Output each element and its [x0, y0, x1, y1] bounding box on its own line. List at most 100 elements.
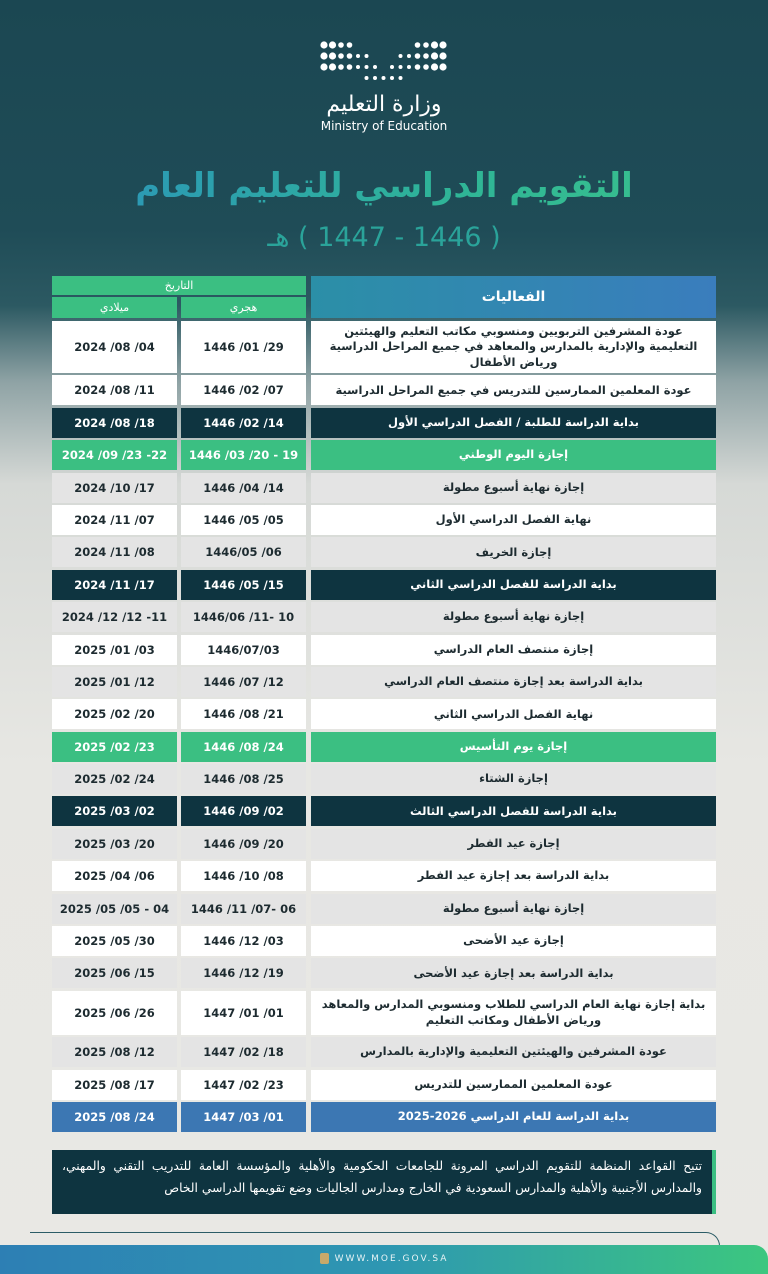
hijri-header: هجري	[181, 297, 306, 318]
event-name: نهاية الفصل الدراسي الثاني	[311, 699, 716, 730]
table-row: 2025 /08 /17 1447 /02 /23 عودة المعلمين …	[52, 1069, 716, 1100]
hijri-date: 1446 /02 /07	[181, 375, 306, 406]
event-name: إجازة نهاية أسبوع مطولة	[311, 602, 716, 633]
gregorian-date: 2024 /09 /23 -22	[52, 440, 177, 471]
gregorian-date: 2025 /05 /05 - 04	[52, 893, 177, 924]
globe-icon	[319, 1253, 329, 1264]
logo-dot	[346, 42, 353, 48]
logo-dot	[346, 64, 353, 70]
logo-dot	[398, 65, 403, 69]
hijri-date: 1446 /07 /12	[181, 666, 306, 697]
event-name: نهاية الفصل الدراسي الأول	[311, 504, 716, 535]
gregorian-date: 2025 /03 /20	[52, 828, 177, 859]
logo-dot	[398, 76, 403, 80]
event-name: بداية الدراسة بعد إجازة عيد الأضحى	[311, 958, 716, 989]
logo-dot	[320, 41, 328, 49]
website-link[interactable]: WWW.MOE.GOV.SA	[334, 1254, 449, 1264]
event-name: بداية الدراسة للفصل الدراسي الثالث	[311, 796, 716, 827]
logo-dot	[390, 65, 394, 69]
logo-arabic: وزارة التعليم	[326, 92, 442, 117]
table-row: 2024 /12 /12 -11 1446/06 /11- 10 إجازة ن…	[52, 602, 716, 633]
gregorian-date: 2025 /06 /26	[52, 990, 177, 1035]
logo-dot	[439, 41, 447, 49]
gregorian-header: ميلادي	[52, 297, 177, 318]
logo-dot	[320, 52, 328, 60]
logo-dots-icon	[320, 41, 447, 80]
gregorian-date: 2025 /01 /12	[52, 666, 177, 697]
event-name: إجازة عيد الفطر	[311, 828, 716, 859]
table-header: التاريخ ميلادي هجري الفعاليات	[52, 276, 716, 318]
gregorian-date: 2025 /08 /17	[52, 1069, 177, 1100]
table-row: 2024 /08 /04 1446 /01 /29 عودة المشرفين …	[52, 321, 716, 373]
logo-dot	[356, 54, 360, 58]
hijri-date: 1447 /02 /23	[181, 1069, 306, 1100]
table-row: 2025 /01 /03 1446/07/03 إجازة منتصف العا…	[52, 634, 716, 665]
logo-dot	[381, 76, 386, 80]
logo-dot	[364, 76, 369, 80]
logo-dot	[407, 65, 411, 69]
gregorian-date: 2025 /03 /02	[52, 796, 177, 827]
event-name: إجازة منتصف العام الدراسي	[311, 634, 716, 665]
hijri-date: 1446 /08 /24	[181, 731, 306, 762]
table-row: 2025 /06 /26 1447 /01 /01 بداية إجازة نه…	[52, 990, 716, 1035]
table-row: 2024 /10 /17 1446 /04 /14 إجازة نهاية أس…	[52, 472, 716, 503]
logo-english: Ministry of Education	[320, 119, 448, 133]
table-row: 2024 /08 /11 1446 /02 /07 عودة المعلمين …	[52, 375, 716, 406]
hijri-date: 1446/06 /11- 10	[181, 602, 306, 633]
hijri-date: 1446 /11 /07- 06	[181, 893, 306, 924]
hijri-date: 1446/05 /06	[181, 537, 306, 568]
logo-dot	[338, 42, 344, 48]
logo-dot	[423, 64, 429, 70]
logo-dot	[430, 41, 439, 49]
table-row: 2024 /11 /08 1446/05 /06 إجازة الخريف	[52, 537, 716, 568]
table-row: 2025 /03 /20 1446 /09 /20 إجازة عيد الفط…	[52, 828, 716, 859]
gregorian-date: 2025 /05 /30	[52, 926, 177, 957]
logo-dot	[430, 52, 439, 60]
event-name: إجازة نهاية أسبوع مطولة	[311, 893, 716, 924]
event-name: بداية الدراسة بعد إجازة عيد الفطر	[311, 861, 716, 892]
table-row: 2024 /11 /17 1446 /05 /15 بداية الدراسة …	[52, 569, 716, 600]
gregorian-date: 2025 /01 /03	[52, 634, 177, 665]
hijri-date: 1447 /03 /01	[181, 1101, 306, 1132]
table-row: 2024 /08 /18 1446 /02 /14 بداية الدراسة …	[52, 407, 716, 438]
hijri-date: 1446 /10 /08	[181, 861, 306, 892]
hijri-date: 1446 /12 /03	[181, 926, 306, 957]
table-row: 2025 /08 /12 1447 /02 /18 عودة المشرفين …	[52, 1037, 716, 1068]
ministry-logo: وزارة التعليم Ministry of Education	[0, 40, 768, 133]
hijri-date: 1446 /12 /19	[181, 958, 306, 989]
table-row: 2025 /02 /23 1446 /08 /24 إجازة يوم التأ…	[52, 731, 716, 762]
event-name: بداية الدراسة للطلبة / الفصل الدراسي الأ…	[311, 407, 716, 438]
gregorian-date: 2025 /08 /12	[52, 1037, 177, 1068]
gregorian-date: 2025 /02 /20	[52, 699, 177, 730]
hijri-date: 1446 /08 /25	[181, 764, 306, 795]
table-row: 2025 /05 /05 - 04 1446 /11 /07- 06 إجازة…	[52, 893, 716, 924]
note-box: تتيح القواعد المنظمة للتقويم الدراسي الم…	[52, 1150, 716, 1214]
event-name: بداية الدراسة للعام الدراسي 2026-2025	[311, 1101, 716, 1132]
logo-dot	[346, 53, 353, 59]
table-body: 2024 /08 /04 1446 /01 /29 عودة المشرفين …	[52, 321, 716, 1132]
events-header: الفعاليات	[311, 276, 716, 318]
hijri-date: 1446 /03 /20 - 19	[181, 440, 306, 471]
gregorian-date: 2024 /08 /18	[52, 407, 177, 438]
event-name: بداية إجازة نهاية العام الدراسي للطلاب و…	[311, 990, 716, 1035]
table-row: 2025 /03 /02 1446 /09 /02 بداية الدراسة …	[52, 796, 716, 827]
event-name: إجازة اليوم الوطني	[311, 440, 716, 471]
logo-dot	[414, 64, 421, 70]
event-name: إجازة يوم التأسيس	[311, 731, 716, 762]
gregorian-date: 2024 /11 /08	[52, 537, 177, 568]
gregorian-date: 2024 /08 /11	[52, 375, 177, 406]
table-row: 2025 /08 /24 1447 /03 /01 بداية الدراسة …	[52, 1101, 716, 1132]
logo-dot	[439, 63, 447, 71]
event-name: عودة المشرفين التربويين ومنسوبي مكاتب ال…	[311, 321, 716, 373]
table-row: 2024 /09 /23 -22 1446 /03 /20 - 19 إجازة…	[52, 440, 716, 471]
gregorian-date: 2024 /12 /12 -11	[52, 602, 177, 633]
table-row: 2025 /05 /30 1446 /12 /03 إجازة عيد الأض…	[52, 926, 716, 957]
hijri-date: 1446 /09 /20	[181, 828, 306, 859]
logo-dot	[407, 54, 411, 58]
logo-dot	[439, 52, 447, 60]
logo-dot	[320, 63, 328, 71]
event-name: عودة المعلمين الممارسين للتدريس	[311, 1069, 716, 1100]
gregorian-date: 2024 /11 /17	[52, 569, 177, 600]
table-row: 2024 /11 /07 1446 /05 /05 نهاية الفصل ال…	[52, 504, 716, 535]
gregorian-date: 2025 /02 /23	[52, 731, 177, 762]
